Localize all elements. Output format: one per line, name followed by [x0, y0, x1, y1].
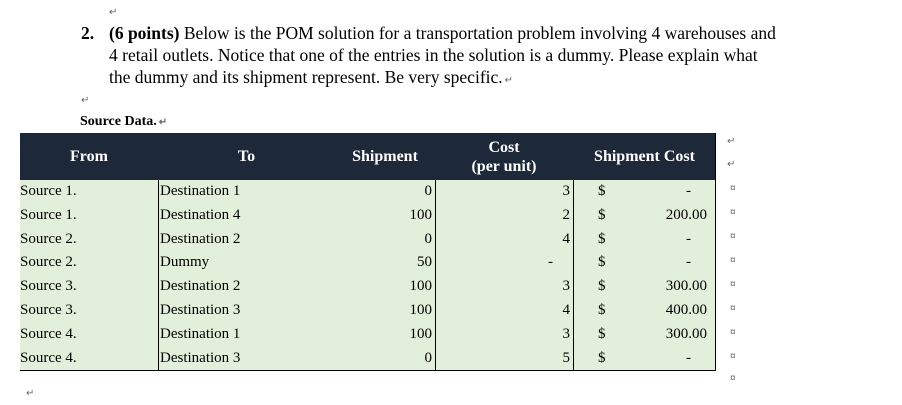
cell-cost: 2 [562, 206, 571, 223]
paragraph-mark: ↵ [504, 75, 514, 86]
cell-to: Destination 1 [160, 325, 241, 342]
column-divider [158, 180, 159, 370]
cell-dollar: $ [598, 302, 606, 318]
cell-from: Source 4. [20, 325, 77, 342]
cell-shipment: 0 [424, 230, 433, 247]
cell-shipment: 0 [424, 183, 433, 199]
cell-to: Dummy [160, 254, 210, 271]
paragraph-mark: ↵ [26, 388, 35, 399]
cell-to: Destination 4 [160, 206, 241, 223]
cell-shipment-cost: - [686, 230, 691, 247]
cell-from: Source 2. [20, 230, 77, 247]
cell-from: Source 3. [20, 302, 77, 318]
header-cost-line-1: Cost [488, 138, 520, 156]
cell-shipment-cost: 300.00 [665, 325, 707, 342]
cell-shipment: 100 [409, 206, 433, 223]
header-shipment: Shipment [352, 148, 418, 165]
cell-shipment-cost: - [686, 183, 691, 199]
source-data-label: Source Data. ↵ [80, 114, 168, 129]
question-points: (6 points) [109, 23, 180, 43]
table-row: Source 2. Destination 2 0 4 $ - [20, 228, 716, 252]
cell-from: Source 2. [20, 254, 77, 271]
table-row: Source 1. Destination 1 0 3 $ - [20, 180, 716, 204]
table-row: Source 3. Destination 2 100 3 $300.00 [20, 275, 716, 299]
paragraph-mark: ↵ [109, 7, 118, 18]
header-cost-line-2: (per unit) [471, 157, 537, 175]
cell-to: Destination 2 [160, 278, 241, 295]
table-bottom-border [20, 370, 716, 371]
cell-shipment-cost: 300.00 [665, 278, 707, 295]
cell-to: Destination 3 [160, 349, 241, 366]
cell-cost: 4 [562, 230, 571, 247]
cell-shipment-cost: - [686, 349, 691, 366]
cell-from: Source 1. [20, 206, 77, 223]
paragraph-mark: ↵ [81, 95, 90, 106]
cell-shipment: 100 [409, 302, 433, 318]
column-divider [435, 180, 436, 370]
table-body: Source 1. Destination 1 0 3 $ - Source 1. Desti… [20, 180, 716, 370]
cell-end-mark: ↵ [727, 159, 736, 170]
cell-shipment-cost: 400.00 [665, 302, 707, 318]
cell-end-mark: ¤ [730, 231, 736, 242]
cell-cost: 4 [562, 302, 571, 318]
table-row: Source 1. Destination 4 100 2 $200.00 [20, 204, 716, 228]
header-to: To [237, 148, 256, 165]
table-row: Source 3. Destination 3 100 4 $400.00 [20, 299, 716, 323]
cell-to: Destination 2 [160, 230, 241, 247]
cell-to: Destination 1 [160, 183, 241, 199]
cell-end-mark: ¤ [730, 327, 736, 338]
cell-dollar: $ [598, 254, 606, 271]
table-header: From To Shipment Cost (per unit) Shipmen… [20, 133, 716, 180]
cell-shipment-cost: 200.00 [665, 206, 707, 223]
cell-cost: 3 [562, 325, 571, 342]
table-row: Source 2. Dummy 50 - $ - [20, 251, 716, 275]
table-row: Source 4. Destination 1 100 3 $300.00 [20, 323, 716, 347]
cell-end-mark: ¤ [730, 303, 736, 314]
header-shipment-cost: Shipment Cost [594, 148, 695, 165]
cell-end-mark: ¤ [730, 373, 736, 384]
cell-to: Destination 3 [160, 302, 241, 318]
paragraph-mark: ↵ [158, 117, 168, 128]
cell-dollar: $ [598, 206, 606, 223]
header-from: From [70, 148, 108, 165]
cell-dollar: $ [598, 183, 606, 199]
cell-end-mark: ↵ [727, 136, 736, 147]
question-text: 2. (6 points) Below is the POM solution f… [81, 22, 881, 88]
cell-end-mark: ¤ [730, 279, 736, 290]
cell-shipment-cost: - [686, 254, 691, 271]
header-cost: Cost (per unit) [435, 133, 573, 180]
cell-from: Source 4. [20, 349, 77, 366]
cell-end-mark: ¤ [730, 183, 736, 194]
cell-from: Source 3. [20, 278, 77, 295]
cell-end-mark: ¤ [730, 255, 736, 266]
question-line-2: 4 retail outlets. Notice that one of the… [109, 45, 758, 65]
cell-end-mark: ¤ [730, 207, 736, 218]
question-line-3: the dummy and its shipment represent. Be… [109, 67, 503, 87]
question-number: 2. [81, 23, 95, 43]
table-right-border [715, 133, 716, 371]
cell-shipment: 0 [424, 349, 433, 366]
cell-cost: 5 [562, 349, 571, 366]
cell-shipment: 100 [409, 278, 433, 295]
cell-shipment: 50 [417, 254, 432, 271]
cell-dollar: $ [598, 278, 606, 295]
cell-from: Source 1. [20, 183, 77, 199]
cell-cost: 3 [562, 183, 571, 199]
table-row: Source 4. Destination 3 0 5 $ - [20, 347, 716, 371]
column-divider [573, 180, 574, 370]
cell-dollar: $ [598, 325, 606, 342]
cell-dollar: $ [598, 230, 606, 247]
cell-cost: - [548, 254, 553, 271]
cell-cost: 3 [562, 278, 571, 295]
cell-end-mark: ¤ [730, 351, 736, 362]
question-line-1: Below is the POM solution for a transpor… [183, 23, 776, 43]
cell-dollar: $ [598, 349, 606, 366]
cell-shipment: 100 [409, 325, 433, 342]
